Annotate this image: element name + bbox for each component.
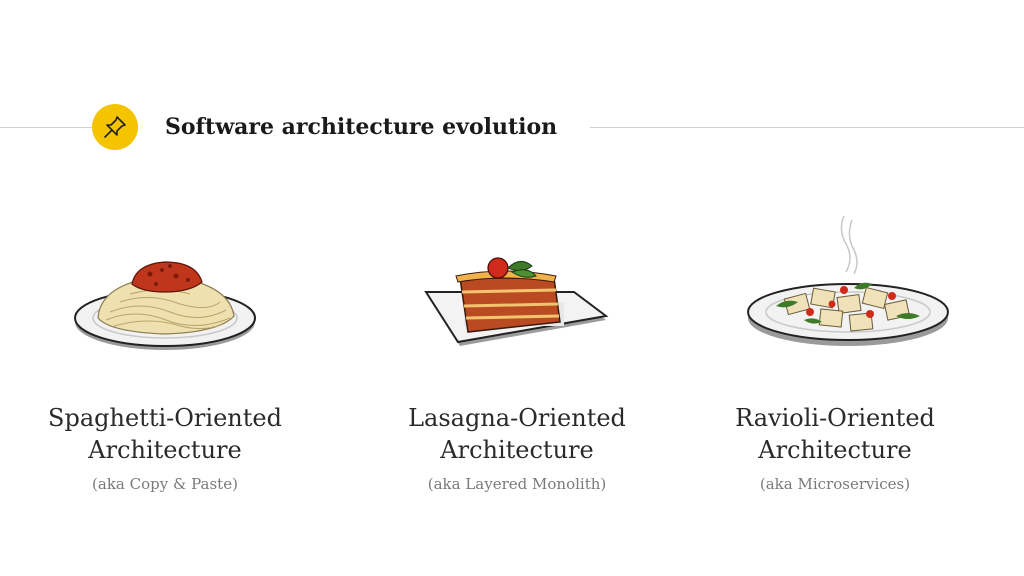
item-name-line2: Architecture xyxy=(440,436,594,464)
item-aka-lasagna: (aka Layered Monolith) xyxy=(427,475,607,493)
item-name-lasagna: Lasagna-Oriented Architecture xyxy=(367,402,667,466)
ravioli-plate-illustration xyxy=(747,215,949,346)
spaghetti-plate-illustration xyxy=(74,261,256,350)
item-name-line1: Ravioli-Oriented xyxy=(735,404,935,432)
item-aka-ravioli: (aka Microservices) xyxy=(759,475,911,493)
title-rule-right xyxy=(590,127,1024,128)
item-name-spaghetti: Spaghetti-Oriented Architecture xyxy=(15,402,315,466)
lasagna-plate-illustration xyxy=(424,257,609,346)
item-name-line1: Lasagna-Oriented xyxy=(408,404,626,432)
title-rule-left xyxy=(0,127,92,128)
item-name-line1: Spaghetti-Oriented xyxy=(48,404,282,432)
pin-badge xyxy=(92,104,138,150)
item-name-ravioli: Ravioli-Oriented Architecture xyxy=(685,402,985,466)
pushpin-icon xyxy=(104,116,126,138)
item-name-line2: Architecture xyxy=(88,436,242,464)
item-name-line2: Architecture xyxy=(758,436,912,464)
item-aka-spaghetti: (aka Copy & Paste) xyxy=(92,475,238,493)
slide-title: Software architecture evolution xyxy=(165,114,558,140)
